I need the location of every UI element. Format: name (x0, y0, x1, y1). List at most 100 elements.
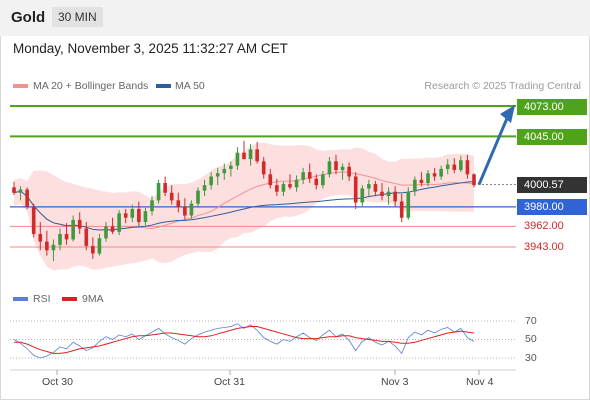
candle-body (229, 165, 233, 169)
candle-body (150, 200, 154, 212)
level-label-4045: 4045.00 (517, 129, 587, 145)
candle-body (156, 183, 161, 201)
x-tick-nov4: Nov 4 (466, 376, 494, 388)
candle-body (176, 200, 181, 207)
candle-body (301, 172, 305, 180)
candle-body (380, 191, 384, 197)
candle-body (307, 172, 312, 179)
rsi-legend-label: RSI (33, 293, 51, 305)
candle-body (71, 219, 75, 240)
candle-body (222, 168, 227, 174)
candle-body (189, 203, 194, 216)
candle-body (465, 160, 470, 175)
candle-body (130, 209, 135, 218)
candle-body (84, 228, 89, 246)
timestamp: Monday, November 3, 2025 11:32:27 AM CET (13, 41, 288, 56)
rsi-swatch (13, 297, 28, 301)
candle-body (340, 166, 345, 170)
ma50-line (13, 180, 475, 231)
candle-body (235, 152, 240, 166)
candle-body (97, 238, 102, 254)
candle-body (255, 149, 259, 162)
candle-body (117, 213, 121, 232)
current-price-label: 4000.57 (517, 177, 587, 193)
ma50-legend-label: MA 50 (175, 80, 205, 92)
candle-body (459, 160, 463, 170)
candle-body (360, 188, 365, 203)
ma9-swatch (62, 297, 77, 301)
candle-body (143, 211, 148, 223)
candle-body (110, 226, 115, 232)
candle-body (268, 174, 273, 186)
candle-body (261, 161, 266, 175)
candle-body (321, 174, 325, 186)
candle-body (45, 241, 49, 251)
candle-body (64, 233, 69, 240)
header-bar: Gold 30 MIN (0, 0, 590, 36)
candle-body (281, 184, 286, 192)
candle-body (393, 191, 397, 202)
candle-body (163, 183, 167, 193)
candle-body (288, 184, 292, 188)
x-tick-oct31: Oct 31 (214, 376, 245, 388)
candle-body (314, 178, 319, 186)
level-label-3962: 3962.00 (524, 220, 564, 232)
x-tick-nov3: Nov 3 (381, 376, 409, 388)
candle-body (18, 189, 23, 193)
candle-body (51, 244, 56, 251)
candle-body (419, 179, 424, 184)
instrument-title: Gold (11, 9, 46, 26)
candle-body (426, 173, 430, 184)
candle-body (406, 191, 411, 218)
candle-body (399, 201, 404, 218)
candle-body (347, 166, 351, 177)
candle-body (91, 245, 95, 254)
candle-body (472, 174, 476, 186)
candle-body (209, 176, 213, 186)
candle-body (275, 185, 279, 192)
candle-body (445, 164, 450, 169)
candle-body (248, 149, 253, 160)
candle-body (294, 179, 299, 188)
candle-body (215, 173, 220, 177)
rsi-tick-50: 50 (525, 333, 537, 345)
candle-body (123, 213, 128, 218)
candle-body (367, 184, 371, 189)
candle-body (183, 206, 187, 216)
candle-body (242, 152, 246, 160)
candle-body (38, 233, 43, 242)
candle-body (25, 189, 29, 207)
candle-body (413, 179, 417, 192)
candle-body (12, 187, 16, 193)
candle-body (452, 164, 457, 170)
candle-body (58, 233, 62, 245)
candle-body (196, 190, 200, 204)
projection-arrow-shaft (477, 115, 510, 186)
ma20-legend-label: MA 20 + Bollinger Bands (33, 80, 149, 92)
ma50-swatch (156, 84, 171, 88)
candle-body (169, 192, 174, 201)
candle-body (104, 226, 108, 239)
ma9-legend-label: 9MA (82, 293, 104, 305)
candle-body (202, 185, 207, 191)
candle-body (327, 161, 332, 175)
rsi-tick-30: 30 (525, 352, 537, 364)
x-tick-oct30: Oct 30 (42, 376, 73, 388)
credit-text: Research © 2025 Trading Central (424, 80, 581, 92)
candle-body (334, 161, 338, 170)
projection-arrow-head (500, 105, 515, 123)
candle-body (137, 209, 141, 223)
level-label-3943: 3943.00 (524, 241, 564, 253)
level-label-3980: 3980.00 (517, 199, 587, 215)
candle-body (386, 191, 391, 197)
rsi-line (13, 323, 475, 359)
candle-body (432, 173, 437, 177)
timeframe-badge[interactable]: 30 MIN (52, 7, 103, 27)
candle-body (353, 176, 358, 203)
rsi-tick-70: 70 (525, 315, 537, 327)
level-label-4073: 4073.00 (517, 99, 587, 115)
rsi-ma-line (14, 326, 475, 354)
candle-body (439, 168, 443, 177)
candle-body (77, 219, 82, 229)
